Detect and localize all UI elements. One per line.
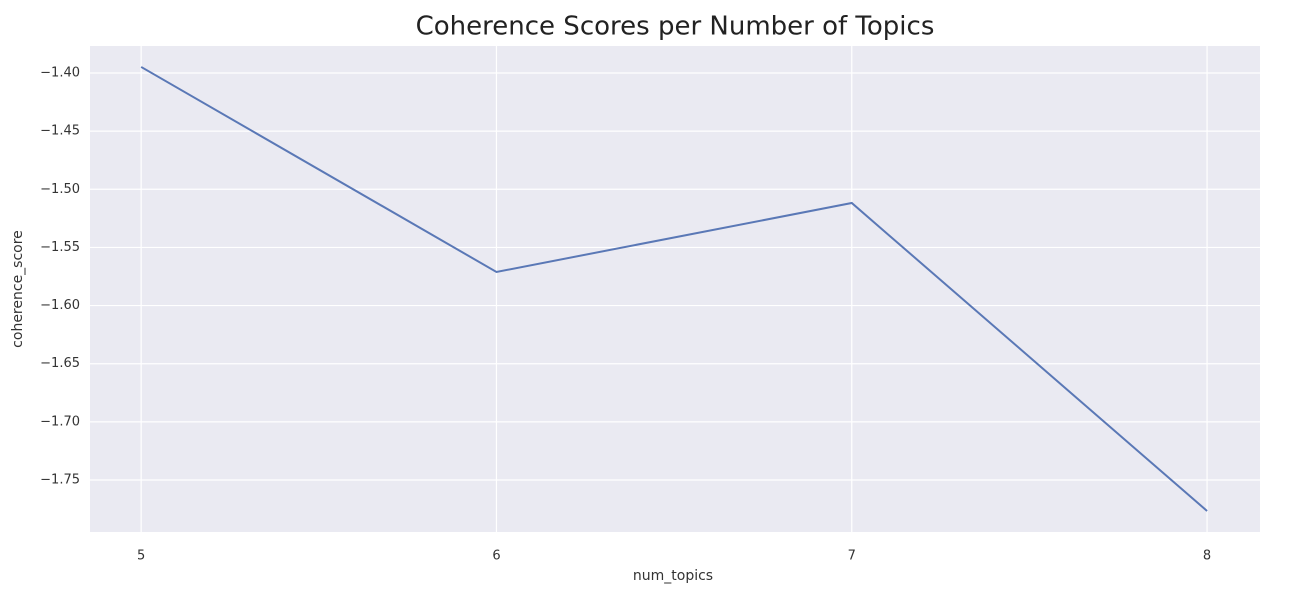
y-tick-label: −1.70 — [40, 414, 80, 429]
x-tick-label: 7 — [848, 549, 856, 564]
x-tick-label: 5 — [137, 549, 145, 564]
y-axis-label: coherence_score — [10, 230, 26, 348]
x-tick-label: 6 — [492, 549, 500, 564]
data-line — [140, 66, 1208, 512]
y-tick-label: −1.75 — [40, 473, 80, 488]
x-tick-label: 8 — [1203, 549, 1211, 564]
chart-title: Coherence Scores per Number of Topics — [416, 12, 935, 42]
y-tick-label: −1.50 — [40, 182, 80, 197]
y-tick-label: −1.65 — [40, 356, 80, 371]
y-tick-label: −1.45 — [40, 124, 80, 139]
y-tick-label: −1.60 — [40, 298, 80, 313]
y-tick-label: −1.40 — [40, 65, 80, 80]
x-axis-label: num_topics — [633, 568, 713, 584]
y-tick-label: −1.55 — [40, 240, 80, 255]
plot-area — [90, 46, 1260, 532]
